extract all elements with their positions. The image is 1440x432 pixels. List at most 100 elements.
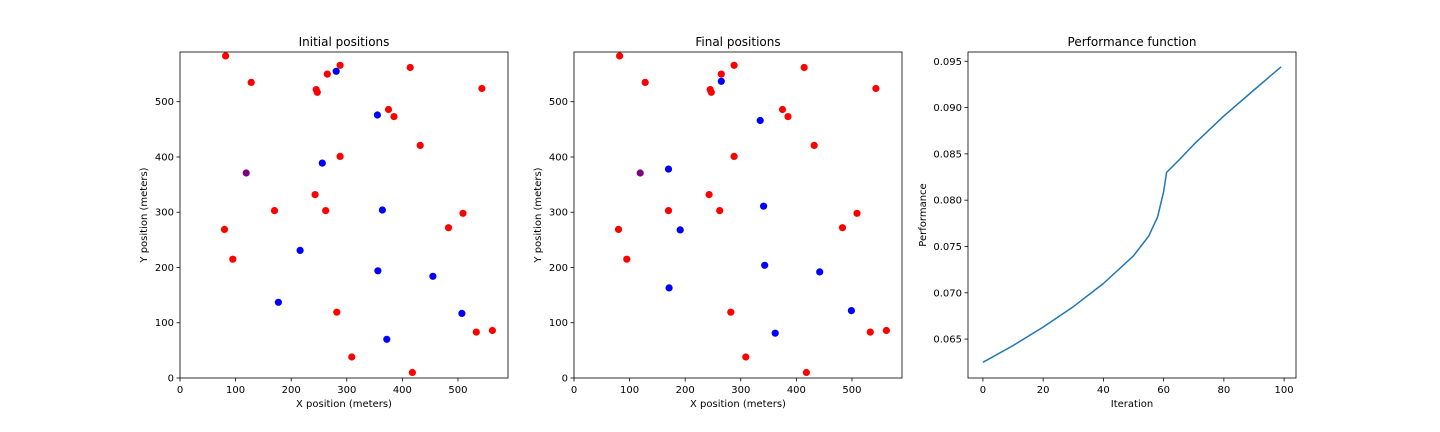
scatter-point bbox=[727, 308, 735, 316]
y-tick-label: 0.065 bbox=[933, 335, 962, 346]
scatter-point bbox=[636, 169, 644, 177]
scatter-point bbox=[274, 298, 282, 306]
scatter-point bbox=[882, 326, 891, 335]
x-axis-label: X position (meters) bbox=[690, 399, 786, 410]
scatter-point bbox=[336, 152, 344, 160]
scatter-point bbox=[778, 105, 787, 114]
scatter-point bbox=[761, 261, 769, 269]
scatter-point bbox=[478, 84, 486, 93]
scatter-point bbox=[847, 307, 856, 315]
scatter-point bbox=[322, 207, 330, 215]
x-tick-label: 40 bbox=[1097, 385, 1110, 396]
chart-title: Final positions bbox=[695, 35, 780, 49]
x-tick-label: 500 bbox=[842, 385, 861, 396]
scatter-point bbox=[336, 61, 344, 69]
scatter-point bbox=[800, 63, 808, 72]
y-tick-label: 0 bbox=[562, 374, 568, 385]
initial-positions-chart: Initial positions X position (meters) Y … bbox=[139, 35, 509, 410]
x-tick-label: 400 bbox=[787, 385, 806, 396]
scatter-point bbox=[707, 88, 715, 96]
y-tick-label: 0.085 bbox=[933, 149, 962, 160]
x-axis-label: X position (meters) bbox=[296, 399, 392, 410]
scatter-point bbox=[730, 152, 738, 160]
scatter-point bbox=[838, 224, 847, 232]
scatter-point bbox=[717, 70, 725, 78]
y-tick-label: 0.070 bbox=[933, 288, 962, 299]
chart-title: Initial positions bbox=[299, 35, 390, 49]
x-tick-label: 20 bbox=[1037, 385, 1050, 396]
y-tick-label: 500 bbox=[549, 97, 568, 108]
scatter-point bbox=[378, 206, 386, 214]
scatter-point bbox=[270, 207, 279, 215]
scatter-point bbox=[760, 202, 768, 210]
scatter-point bbox=[373, 111, 381, 119]
scatter-point bbox=[383, 335, 391, 343]
scatter-point bbox=[717, 77, 725, 85]
x-tick-label: 0 bbox=[571, 385, 577, 396]
x-tick-label: 100 bbox=[620, 385, 639, 396]
scatter-point bbox=[416, 141, 424, 149]
scatter-point bbox=[816, 268, 824, 276]
scatter-point bbox=[229, 255, 237, 263]
x-tick-label: 100 bbox=[1275, 385, 1294, 396]
y-axis-label: Y position (meters) bbox=[139, 167, 150, 263]
x-tick-label: 0 bbox=[980, 385, 986, 396]
scatter-point bbox=[771, 329, 779, 337]
scatter-point bbox=[408, 368, 416, 377]
x-tick-label: 100 bbox=[226, 385, 245, 396]
x-tick-label: 400 bbox=[393, 385, 412, 396]
scatter-point bbox=[472, 328, 480, 336]
x-tick-label: 80 bbox=[1217, 385, 1230, 396]
scatter-point bbox=[318, 159, 326, 167]
axes-frame bbox=[967, 51, 1297, 379]
chart-title: Performance function bbox=[1068, 35, 1197, 49]
scatter-point bbox=[220, 225, 229, 233]
performance-function-chart: Performance function Iteration Performan… bbox=[918, 35, 1297, 410]
scatter-point bbox=[323, 70, 331, 78]
y-tick-label: 300 bbox=[155, 208, 174, 219]
scatter-point bbox=[872, 84, 880, 93]
scatter-point bbox=[756, 116, 764, 125]
x-tick-label: 200 bbox=[676, 385, 695, 396]
scatter-point bbox=[853, 209, 861, 217]
y-tick-label: 400 bbox=[549, 152, 568, 163]
scatter-point bbox=[742, 353, 750, 361]
y-tick-label: 0.095 bbox=[933, 57, 962, 68]
scatter-point bbox=[664, 207, 673, 215]
scatter-point bbox=[313, 88, 321, 96]
y-tick-label: 0.075 bbox=[933, 242, 962, 253]
y-tick-label: 500 bbox=[155, 97, 174, 108]
axes-frame bbox=[179, 51, 509, 379]
scatter-point bbox=[390, 113, 398, 121]
scatter-point bbox=[459, 209, 467, 217]
x-axis-label: Iteration bbox=[1111, 399, 1153, 410]
scatter-point bbox=[810, 141, 818, 149]
x-tick-label: 300 bbox=[337, 385, 356, 396]
scatter-point bbox=[332, 67, 340, 75]
y-axis-label: Y position (meters) bbox=[533, 167, 544, 263]
x-tick-label: 300 bbox=[731, 385, 750, 396]
series-line bbox=[982, 66, 1282, 363]
scatter-point bbox=[641, 78, 649, 86]
scatter-point bbox=[784, 113, 792, 121]
y-tick-label: 0.080 bbox=[933, 196, 962, 207]
y-tick-label: 300 bbox=[549, 208, 568, 219]
y-tick-label: 200 bbox=[549, 263, 568, 274]
y-axis-label: Performance bbox=[918, 183, 929, 246]
scatter-point bbox=[429, 272, 437, 280]
x-tick-label: 500 bbox=[448, 385, 467, 396]
scatter-point bbox=[406, 63, 414, 72]
final-positions-chart: Final positions X position (meters) Y po… bbox=[533, 35, 903, 410]
y-tick-label: 100 bbox=[155, 318, 174, 329]
scatter-point bbox=[705, 191, 713, 199]
y-tick-label: 100 bbox=[549, 318, 568, 329]
scatter-point bbox=[333, 308, 341, 316]
scatter-point bbox=[247, 78, 255, 86]
scatter-point bbox=[616, 52, 624, 60]
y-tick-label: 0.090 bbox=[933, 103, 962, 114]
scatter-point bbox=[623, 255, 631, 263]
scatter-point bbox=[614, 225, 623, 233]
scatter-point bbox=[348, 353, 356, 361]
x-tick-label: 200 bbox=[282, 385, 301, 396]
